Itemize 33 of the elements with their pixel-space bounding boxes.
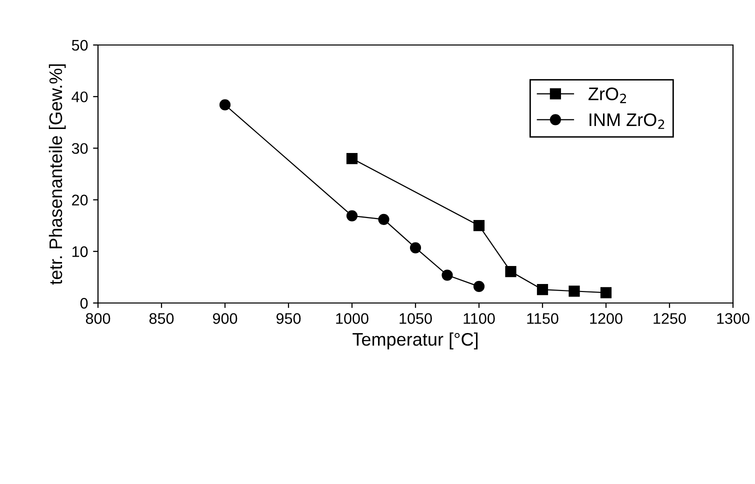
x-tick-label: 1000 xyxy=(336,313,368,324)
point xyxy=(505,266,516,278)
x-tick-label: 1150 xyxy=(527,313,558,324)
y-tick-label: 0 xyxy=(80,298,88,309)
x-axis-title: Temperatur [°C] xyxy=(352,332,478,350)
x-tick-label: 950 xyxy=(276,313,301,324)
y-tick-label: 20 xyxy=(72,194,88,206)
x-tick-label: 850 xyxy=(149,313,174,324)
point xyxy=(473,280,485,292)
point xyxy=(410,242,422,254)
point xyxy=(346,152,358,164)
y-tick-label: 30 xyxy=(72,143,88,154)
point xyxy=(346,210,358,222)
y-tick-label: 50 xyxy=(72,40,88,51)
point xyxy=(536,284,548,296)
legend-label: ZrO$_{2}$ xyxy=(588,87,626,104)
point xyxy=(473,220,485,232)
point xyxy=(568,286,580,297)
y-tick-label: 40 xyxy=(72,91,88,102)
x-tick-label: 1300 xyxy=(717,313,750,324)
x-tick-label: 1200 xyxy=(590,313,622,324)
point xyxy=(378,214,390,225)
x-tick-label: 1050 xyxy=(400,313,432,324)
x-tick-label: 900 xyxy=(212,313,238,324)
y-tick-label: 10 xyxy=(72,246,88,258)
point xyxy=(442,270,453,281)
x-tick-label: 800 xyxy=(86,313,110,324)
x-tick-label: 1250 xyxy=(654,313,686,324)
x-tick-label: 1100 xyxy=(464,313,495,324)
legend-label: INM ZrO$_{2}$ xyxy=(590,113,664,129)
point xyxy=(600,287,612,298)
y-axis-title: tetr. Phasenanteile [Gew.%] xyxy=(48,64,66,285)
point xyxy=(219,99,231,110)
